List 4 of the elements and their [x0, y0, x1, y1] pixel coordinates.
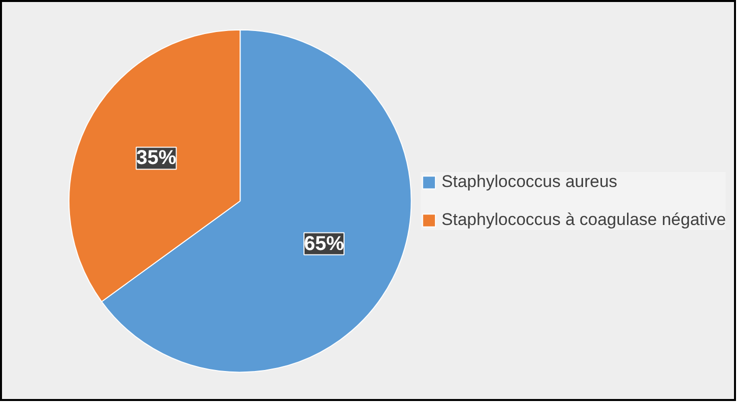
legend-label: Staphylococcus aureus [442, 172, 618, 192]
data-label: 35% [136, 147, 176, 170]
legend-label: Staphylococcus à coagulase négative [442, 210, 726, 230]
data-label: 65% [304, 232, 344, 255]
